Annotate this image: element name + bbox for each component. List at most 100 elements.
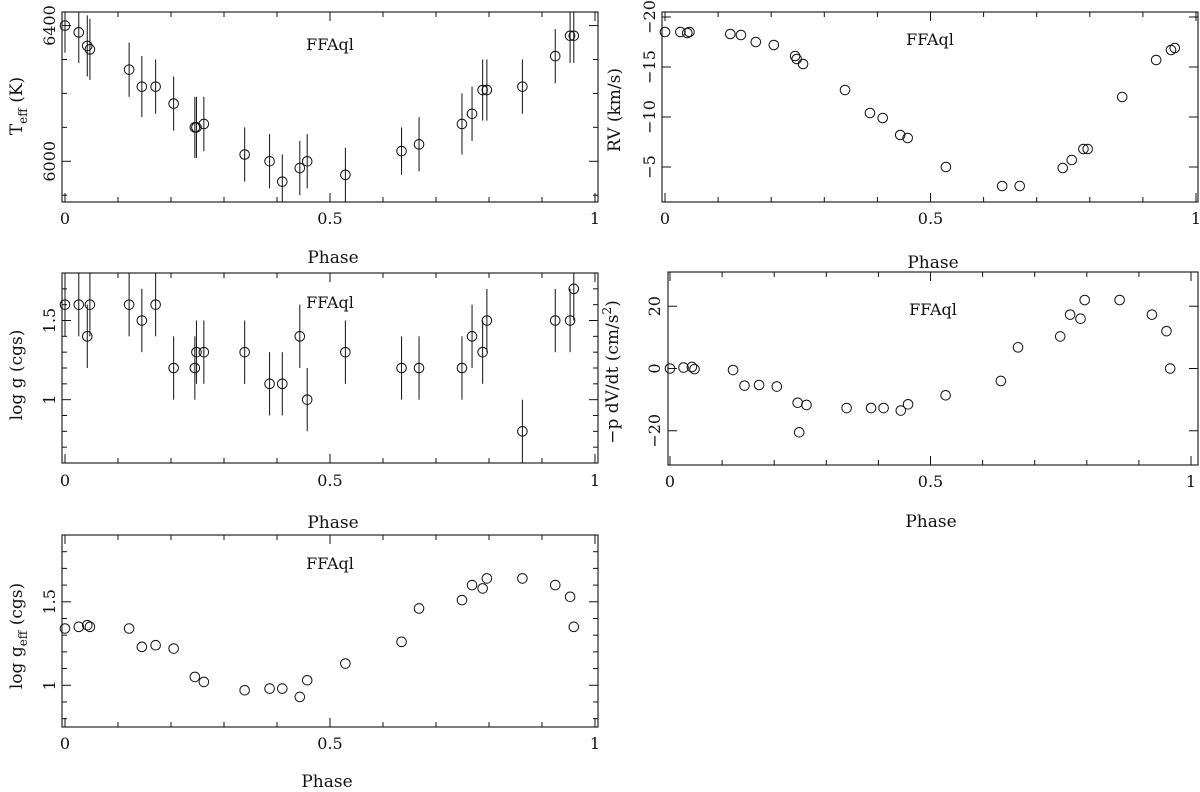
data-point [568, 621, 580, 633]
data-point [568, 30, 580, 42]
data-point [895, 405, 907, 416]
x-tick-label: 0 [60, 734, 70, 753]
chart-title: FFAql [306, 293, 354, 312]
data-points [59, 573, 580, 703]
data-point [294, 331, 306, 342]
data-point [123, 623, 135, 634]
y-axis-label: −p dV/dt (cm/s2) [600, 300, 623, 444]
y-axis-label: log g (cgs) [7, 330, 27, 421]
x-tick-label: 1 [1191, 209, 1200, 228]
data-point [466, 108, 478, 120]
x-tick-label: 0.5 [317, 734, 342, 753]
data-point [294, 691, 306, 703]
data-point [73, 27, 85, 38]
data-point [1014, 180, 1026, 192]
data-point [839, 84, 851, 96]
y-tick-label: −10 [640, 100, 659, 134]
data-point [481, 84, 493, 96]
data-point [150, 81, 161, 92]
data-point [727, 364, 739, 376]
data-point [1082, 143, 1093, 155]
data-point [150, 639, 161, 651]
data-point [791, 53, 802, 65]
data-point [198, 118, 210, 130]
data-point [996, 180, 1008, 192]
y-ticks: 6000 6400 [40, 5, 598, 196]
data-point [739, 380, 750, 391]
data-point [150, 299, 161, 310]
x-tick-label: 1 [590, 209, 600, 228]
data-point [413, 362, 425, 374]
data-point [841, 402, 852, 414]
x-tick-label: 0.5 [317, 471, 342, 490]
data-point [1114, 294, 1125, 306]
data-points [59, 12, 580, 202]
x-tick-label: 0.5 [918, 472, 943, 491]
x-axis-label: Phase [301, 772, 352, 792]
data-point [902, 398, 914, 410]
data-point [168, 98, 179, 109]
data-point [1057, 162, 1069, 174]
data-point [413, 603, 425, 614]
data-point [1079, 294, 1091, 306]
data-point [725, 28, 736, 40]
data-point [1146, 309, 1158, 320]
data-point [878, 402, 889, 414]
y-tick-label: 1.5 [40, 589, 59, 614]
data-point [940, 389, 951, 401]
y-axis-label-main: T [7, 123, 27, 135]
data-point [239, 149, 250, 160]
y-tick-label: −5 [640, 155, 659, 179]
data-point [1169, 42, 1181, 54]
data-point [689, 363, 700, 375]
data-point [1075, 313, 1086, 324]
x-ticks: 0 0.5 1 [60, 273, 600, 490]
data-points [664, 294, 1176, 438]
data-point [168, 643, 179, 654]
y-axis-label-main: −p dV/dt (cm/s [603, 315, 623, 444]
data-point [902, 132, 913, 144]
data-point [564, 315, 576, 326]
data-point [477, 583, 488, 594]
y-tick-label: 0 [645, 363, 664, 373]
data-point [1012, 342, 1024, 353]
data-point [136, 641, 148, 653]
y-axis-label-rest: (K) [7, 77, 27, 108]
data-point [59, 299, 71, 310]
rv-panel: FFAql Phase RV (km/s) 0 0.5 1 −20−15−10−5 [605, 0, 1200, 273]
data-point [396, 362, 407, 374]
data-point [264, 683, 275, 694]
data-point [940, 161, 952, 173]
chart-title: FFAql [306, 35, 354, 54]
chart-title: FFAql [906, 30, 954, 49]
y-ticks: −20 0 20 [645, 296, 1198, 448]
data-point [753, 379, 765, 391]
x-axis-label: Phase [307, 513, 358, 533]
data-point [301, 155, 313, 167]
data-point [73, 299, 85, 310]
data-point [340, 346, 351, 358]
data-point [136, 81, 148, 92]
data-point [664, 363, 676, 374]
data-point [198, 346, 210, 358]
data-point [568, 283, 580, 295]
data-point [456, 362, 468, 374]
y-axis-label-main: log g [7, 646, 27, 689]
data-point [340, 169, 351, 181]
y-axis-label: Teff (K) [7, 77, 30, 135]
data-point [675, 26, 686, 38]
data-point [294, 162, 306, 174]
data-point [73, 621, 85, 633]
logg-panel: FFAql Phase log g (cgs) 0 0.5 1 11.5 [7, 272, 600, 533]
data-point [549, 579, 561, 591]
data-point [877, 112, 889, 124]
chart-title: FFAql [306, 554, 354, 573]
data-point [797, 58, 809, 70]
data-point [301, 674, 313, 686]
data-point [456, 118, 468, 130]
x-tick-label: 1 [1186, 472, 1196, 491]
y-tick-label: −20 [640, 0, 659, 34]
data-point [1161, 325, 1172, 337]
